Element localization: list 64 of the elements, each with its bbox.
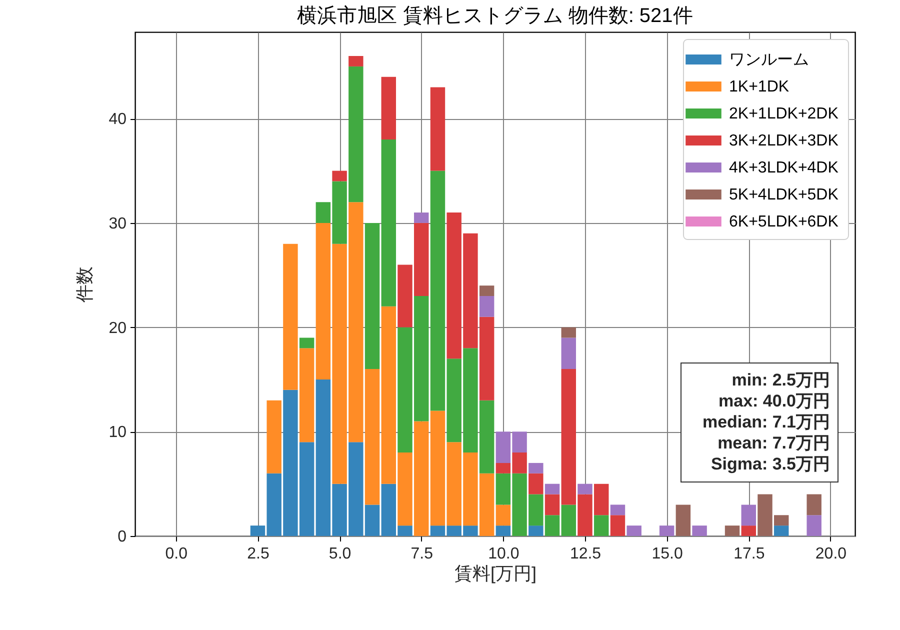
annotation: max: 40.0万円	[718, 392, 830, 410]
bar	[676, 504, 691, 536]
annotation: Sigma: 3.5万円	[710, 454, 830, 474]
legend-label: 2K+1LDK+2DK	[729, 106, 839, 122]
x-tick-label: 7.5	[410, 546, 434, 562]
bar	[299, 338, 314, 348]
x-tick-label: 10.0	[488, 546, 520, 562]
bar	[741, 504, 756, 526]
bar	[774, 526, 789, 536]
bar	[544, 494, 560, 516]
bar	[266, 400, 282, 474]
bar	[528, 526, 544, 536]
x-tick-label: 12.5	[570, 546, 602, 562]
annotation: mean: 7.7万円	[718, 434, 830, 452]
bar	[381, 139, 396, 306]
bar	[528, 462, 544, 474]
bar	[561, 327, 576, 338]
y-tick-label: 10	[108, 424, 127, 442]
bar	[561, 504, 576, 536]
bar	[741, 526, 756, 536]
legend-label: 4K+3LDK+4DK	[729, 160, 839, 176]
bar	[479, 286, 494, 296]
y-tick-label: 40	[108, 111, 127, 128]
bar	[561, 338, 576, 370]
x-tick-label: 0.0	[165, 546, 188, 562]
bar	[332, 170, 347, 182]
x-axis-title: 賃料[万円]	[454, 564, 537, 584]
bar	[806, 494, 822, 516]
x-tick-label: 15.0	[652, 546, 683, 562]
bar	[806, 515, 822, 536]
y-axis-title: 件数	[74, 266, 95, 302]
bar	[692, 526, 707, 536]
bar	[544, 484, 560, 494]
bar	[414, 212, 429, 223]
legend-label: ワンルーム	[729, 52, 809, 68]
annotation: min: 2.5万円	[732, 370, 830, 390]
annotation: median: 7.1万円	[702, 412, 830, 432]
y-tick-label: 30	[108, 215, 127, 232]
bar	[610, 504, 626, 516]
bar	[496, 504, 511, 526]
legend-label: 6K+5LDK+6DK	[729, 214, 839, 230]
legend-label: 1K+1DK	[729, 78, 790, 96]
bar	[496, 526, 511, 536]
bar	[578, 484, 592, 494]
bar	[594, 515, 609, 536]
legend-label: 3K+2LDK+3DK	[729, 132, 839, 150]
x-tick-label: 20.0	[815, 546, 847, 562]
bar	[430, 87, 446, 171]
bar	[381, 76, 396, 140]
y-tick-label: 0	[118, 528, 127, 546]
bar	[479, 296, 494, 317]
y-tick-label: 20	[108, 320, 127, 337]
bar	[364, 222, 380, 370]
legend-label: 5K+4LDK+5DK	[729, 186, 839, 204]
x-tick-label: 17.5	[734, 546, 765, 562]
x-tick-label: 5.0	[328, 546, 352, 562]
bar	[528, 473, 544, 494]
bar	[659, 526, 674, 536]
chart-title: 横浜市旭区 賃料ヒストグラム 物件数: 521件	[297, 5, 693, 27]
bar	[348, 56, 364, 66]
x-tick-label: 2.5	[247, 546, 270, 562]
bar	[610, 515, 626, 536]
bar	[724, 526, 740, 536]
bar	[626, 526, 642, 536]
